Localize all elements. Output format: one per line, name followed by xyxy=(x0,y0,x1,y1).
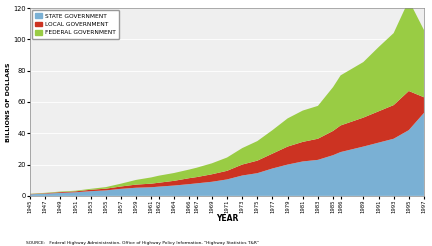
Y-axis label: BILLIONS OF DOLLARS: BILLIONS OF DOLLARS xyxy=(6,62,10,142)
Text: SOURCE:   Federal Highway Administration, Office of Highway Policy Information, : SOURCE: Federal Highway Administration, … xyxy=(26,241,259,245)
X-axis label: YEAR: YEAR xyxy=(216,214,238,223)
Legend: STATE GOVERNMENT, LOCAL GOVERNMENT, FEDERAL GOVERNMENT: STATE GOVERNMENT, LOCAL GOVERNMENT, FEDE… xyxy=(32,10,119,39)
